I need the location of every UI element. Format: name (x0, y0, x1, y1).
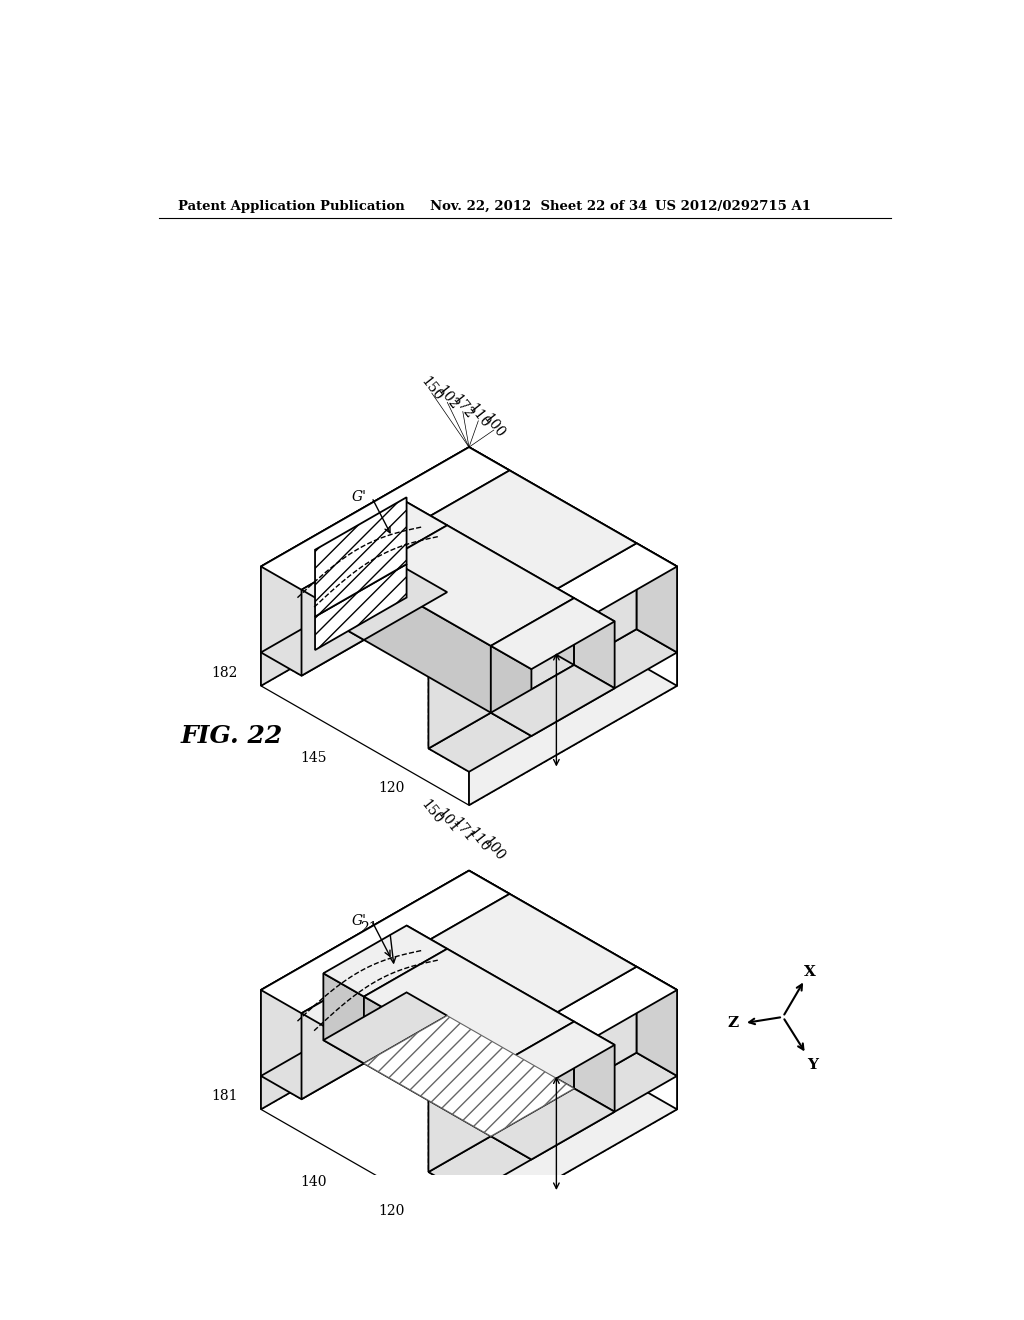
Text: 145: 145 (300, 751, 327, 766)
Text: G: G (469, 622, 477, 631)
Polygon shape (574, 598, 614, 688)
Polygon shape (469, 566, 677, 805)
Text: Z: Z (727, 1016, 738, 1030)
Polygon shape (364, 525, 574, 645)
Polygon shape (324, 925, 447, 997)
Text: 110: 110 (465, 825, 492, 854)
Polygon shape (428, 966, 637, 1172)
Polygon shape (637, 966, 677, 1076)
Polygon shape (490, 645, 531, 737)
Text: 120: 120 (378, 780, 404, 795)
Polygon shape (261, 566, 469, 805)
Text: 150: 150 (418, 374, 445, 403)
Polygon shape (490, 598, 614, 669)
Polygon shape (428, 1052, 677, 1196)
Polygon shape (324, 993, 447, 1064)
Text: II: II (563, 693, 577, 710)
Text: US 2012/0292715 A1: US 2012/0292715 A1 (655, 199, 811, 213)
Polygon shape (428, 663, 469, 772)
Text: 181: 181 (212, 1089, 239, 1104)
Text: X: X (804, 965, 816, 979)
Text: 100: 100 (480, 411, 508, 440)
Polygon shape (261, 957, 510, 1100)
Text: 182: 182 (212, 667, 239, 680)
Text: G': G' (352, 913, 367, 928)
Text: 120: 120 (378, 1204, 404, 1218)
Text: 102: 102 (434, 383, 461, 412)
Polygon shape (407, 925, 447, 1015)
Polygon shape (324, 973, 364, 1064)
Polygon shape (324, 569, 447, 640)
Text: 101: 101 (433, 807, 461, 836)
Text: I: I (567, 1117, 573, 1134)
Polygon shape (261, 871, 510, 1014)
Text: Nov. 22, 2012  Sheet 22 of 34: Nov. 22, 2012 Sheet 22 of 34 (430, 199, 647, 213)
Polygon shape (261, 447, 510, 590)
Polygon shape (315, 498, 407, 616)
Polygon shape (301, 894, 637, 1086)
Polygon shape (261, 871, 469, 1109)
Polygon shape (428, 544, 677, 686)
Polygon shape (301, 894, 510, 1100)
Text: 150: 150 (418, 797, 445, 826)
Text: Y: Y (807, 1057, 818, 1072)
Polygon shape (469, 871, 677, 1109)
Polygon shape (324, 502, 447, 573)
Polygon shape (261, 566, 301, 676)
Polygon shape (447, 525, 574, 665)
Text: 100: 100 (480, 834, 508, 863)
Text: 110: 110 (465, 401, 492, 430)
Polygon shape (261, 990, 301, 1100)
Polygon shape (261, 871, 677, 1109)
Polygon shape (324, 550, 364, 640)
Polygon shape (637, 544, 677, 652)
Polygon shape (428, 966, 677, 1109)
Text: FIG. 22: FIG. 22 (180, 723, 283, 748)
Polygon shape (428, 630, 677, 772)
Polygon shape (301, 470, 510, 676)
Polygon shape (364, 1015, 574, 1137)
Polygon shape (469, 990, 677, 1229)
Polygon shape (261, 447, 469, 686)
Polygon shape (261, 533, 510, 676)
Text: G': G' (352, 490, 367, 504)
Polygon shape (490, 1089, 614, 1159)
Polygon shape (574, 1022, 614, 1111)
Text: G: G (469, 1044, 477, 1055)
Text: 140: 140 (300, 1175, 327, 1188)
Text: 210: 210 (359, 921, 386, 936)
Polygon shape (364, 997, 490, 1137)
Polygon shape (301, 470, 637, 663)
Polygon shape (315, 564, 407, 649)
Polygon shape (469, 447, 510, 556)
Text: 171: 171 (450, 816, 476, 845)
Polygon shape (364, 949, 574, 1069)
Polygon shape (447, 949, 574, 1089)
Polygon shape (469, 871, 510, 979)
Polygon shape (428, 1086, 469, 1196)
Polygon shape (490, 1069, 531, 1159)
Text: Patent Application Publication: Patent Application Publication (178, 199, 406, 213)
Polygon shape (261, 990, 469, 1229)
Polygon shape (490, 665, 614, 737)
Polygon shape (261, 447, 677, 686)
Polygon shape (364, 573, 490, 713)
Polygon shape (428, 544, 637, 748)
Polygon shape (469, 447, 677, 686)
Polygon shape (407, 502, 447, 593)
Polygon shape (490, 1022, 614, 1093)
Text: 172: 172 (450, 392, 476, 421)
